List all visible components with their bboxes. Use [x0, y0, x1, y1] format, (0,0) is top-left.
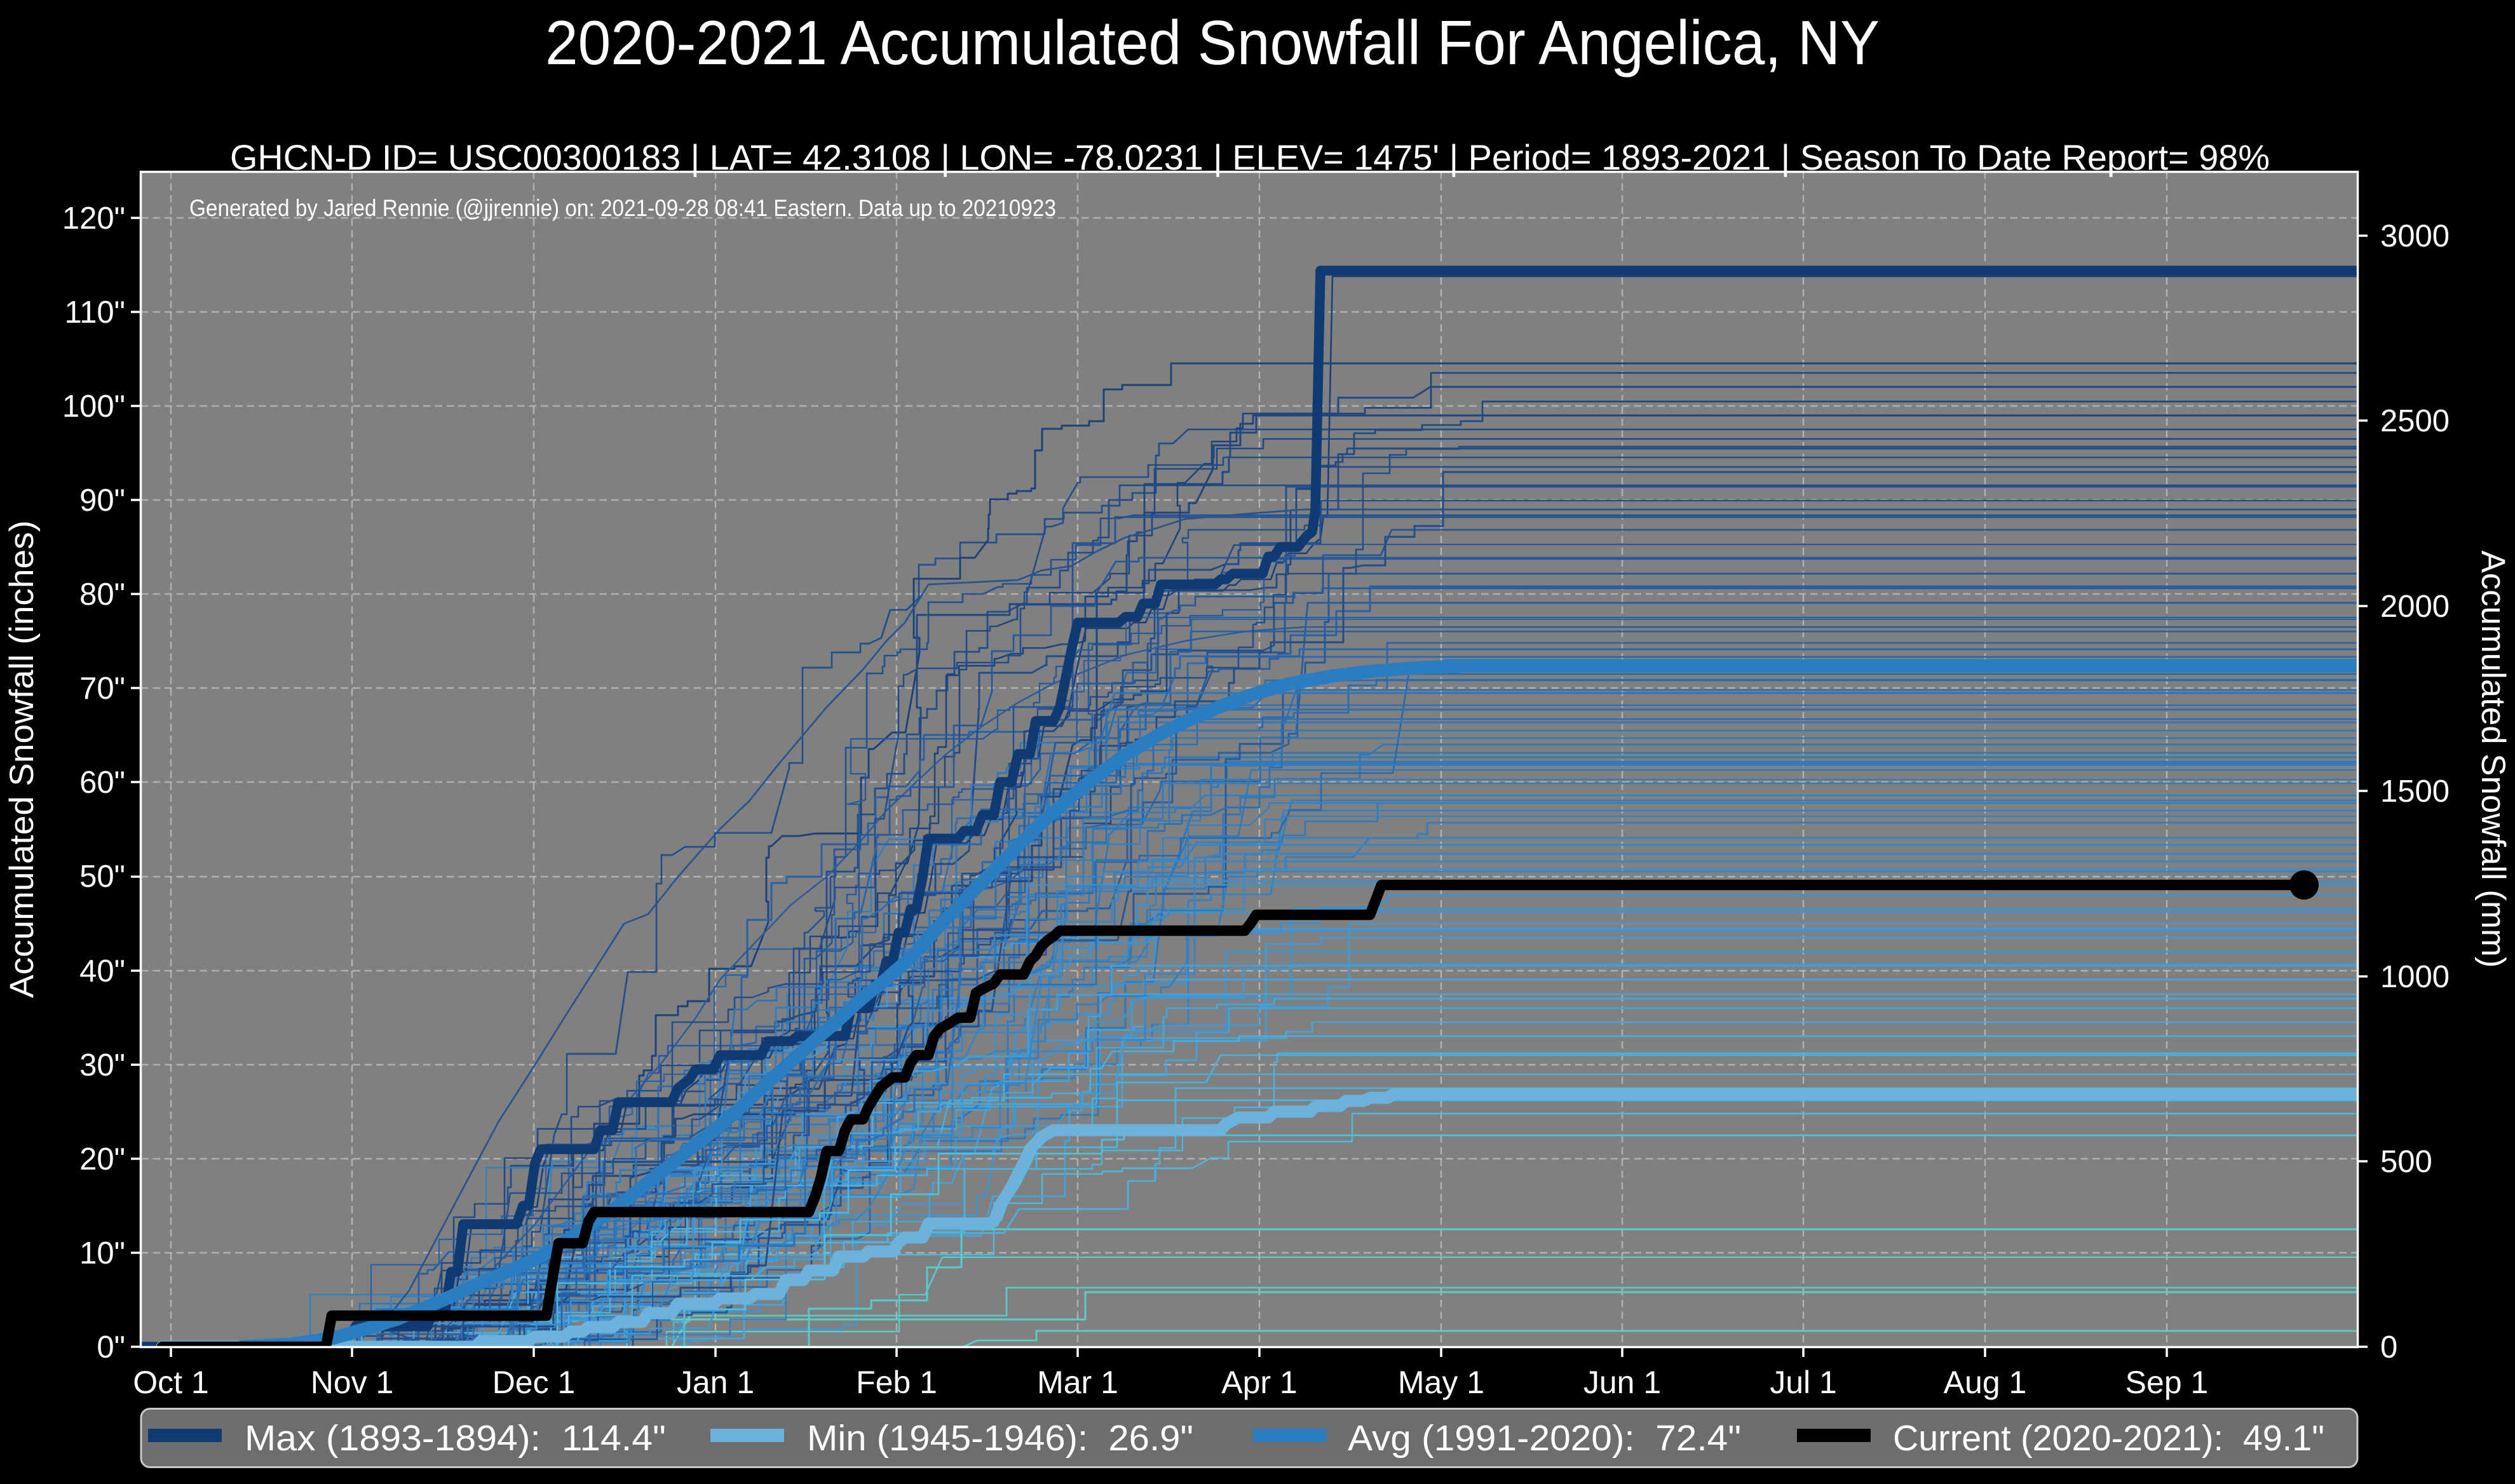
svg-text:Aug 1: Aug 1 [1944, 1365, 2027, 1400]
svg-text:Apr 1: Apr 1 [1221, 1365, 1298, 1400]
svg-text:GHCN-D ID= USC00300183 | LAT=: GHCN-D ID= USC00300183 | LAT= 42.3108 | … [230, 138, 2270, 177]
svg-text:80": 80" [79, 577, 125, 612]
svg-text:Feb 1: Feb 1 [856, 1365, 937, 1400]
svg-text:2020-2021 Accumulated Snowfall: 2020-2021 Accumulated Snowfall For Angel… [545, 8, 1880, 78]
svg-text:60": 60" [79, 766, 125, 800]
svg-text:20": 20" [79, 1142, 125, 1177]
svg-text:Nov 1: Nov 1 [311, 1365, 394, 1400]
svg-text:Jul 1: Jul 1 [1770, 1365, 1837, 1400]
svg-text:0": 0" [97, 1330, 125, 1365]
svg-text:500: 500 [2380, 1145, 2432, 1179]
svg-text:Accumulated Snowfall (inches): Accumulated Snowfall (inches) [3, 520, 41, 998]
svg-text:Generated by Jared Rennie (@jj: Generated by Jared Rennie (@jjrennie) on… [189, 195, 1056, 221]
svg-text:100": 100" [62, 389, 125, 424]
svg-text:50": 50" [79, 860, 125, 894]
svg-text:30": 30" [79, 1048, 125, 1083]
svg-text:3000: 3000 [2380, 219, 2450, 253]
svg-text:110": 110" [64, 295, 125, 330]
svg-text:1000: 1000 [2380, 960, 2450, 994]
svg-text:2500: 2500 [2380, 404, 2450, 438]
svg-text:Current (2020-2021): 49.1": Current (2020-2021): 49.1" [1893, 1418, 2324, 1459]
svg-text:Max (1893-1894): 114.4": Max (1893-1894): 114.4" [245, 1418, 666, 1459]
svg-text:90": 90" [79, 483, 125, 518]
svg-text:40": 40" [79, 954, 125, 988]
svg-text:Accumulated Snowfall (mm): Accumulated Snowfall (mm) [2474, 551, 2512, 968]
svg-text:May 1: May 1 [1398, 1365, 1484, 1400]
svg-text:10": 10" [79, 1236, 125, 1271]
svg-text:Mar 1: Mar 1 [1037, 1365, 1118, 1400]
svg-text:Avg (1991-2020): 72.4": Avg (1991-2020): 72.4" [1348, 1418, 1741, 1459]
svg-text:120": 120" [62, 201, 125, 236]
svg-text:Oct 1: Oct 1 [133, 1365, 208, 1400]
svg-text:70": 70" [79, 671, 125, 706]
svg-text:0: 0 [2380, 1330, 2397, 1365]
svg-text:Jun 1: Jun 1 [1583, 1365, 1661, 1400]
svg-text:1500: 1500 [2380, 774, 2450, 809]
svg-text:Jan 1: Jan 1 [677, 1365, 754, 1400]
svg-text:2000: 2000 [2380, 590, 2450, 624]
svg-text:Min (1945-1946): 26.9": Min (1945-1946): 26.9" [807, 1418, 1193, 1459]
svg-text:Dec 1: Dec 1 [492, 1365, 576, 1400]
svg-text:Sep 1: Sep 1 [2125, 1365, 2209, 1400]
